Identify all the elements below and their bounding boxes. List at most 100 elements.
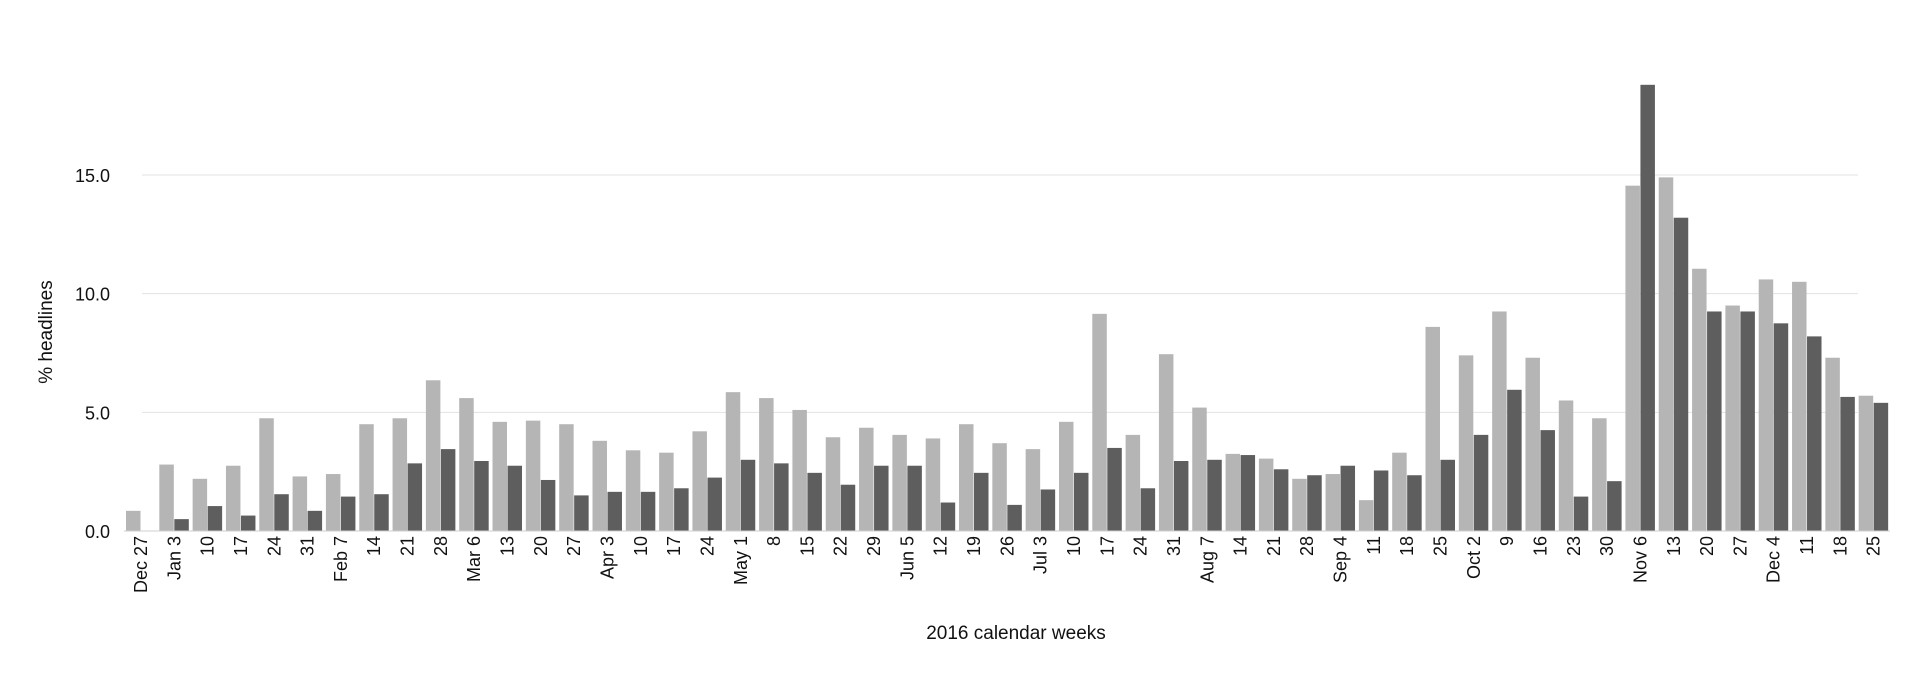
bar-series-1: [1058, 421, 1074, 531]
bar-series-1: [1825, 357, 1840, 531]
bar-series-1: [126, 510, 141, 531]
bar-series-1: [292, 476, 308, 531]
bar-series-1: [725, 392, 741, 531]
x-tick-label: Jul 3: [1031, 536, 1051, 574]
x-tick-label: 9: [1497, 536, 1517, 546]
bar-series-1: [1025, 449, 1041, 531]
bar-series-1: [1625, 185, 1640, 531]
bar-series-2: [1740, 311, 1755, 531]
y-tick-label: 10.0: [75, 285, 110, 305]
bar-series-2: [1307, 475, 1322, 531]
x-tick-label: 13: [498, 536, 518, 556]
bar-series-1: [1092, 313, 1107, 531]
y-tick-label: 15.0: [75, 166, 110, 186]
y-tick-label: 0.0: [85, 522, 110, 542]
bar-series-1: [1125, 434, 1141, 531]
bar-series-2: [440, 449, 456, 531]
bar-series-2: [1640, 84, 1655, 531]
bar-series-2: [1840, 396, 1855, 531]
bar-series-2: [1107, 447, 1122, 531]
bar-series-1: [1658, 177, 1674, 531]
x-tick-label: 31: [298, 536, 318, 556]
x-axis-title: 2016 calendar weeks: [926, 623, 1106, 644]
bar-series-2: [674, 488, 689, 531]
bar-series-1: [792, 409, 807, 531]
bar-series-2: [540, 479, 556, 531]
x-tick-label: 25: [1864, 536, 1884, 556]
bar-series-1: [1225, 453, 1241, 531]
bar-series-1: [1692, 268, 1707, 531]
bar-series-2: [1773, 323, 1789, 531]
bar-series-1: [1525, 357, 1540, 531]
bar-series-2: [507, 465, 523, 531]
bar-series-1: [1492, 311, 1507, 531]
bar-series-1: [225, 465, 241, 531]
bar-series-1: [525, 420, 541, 531]
bar-series-1: [859, 427, 874, 531]
x-tick-label: 19: [964, 536, 984, 556]
x-tick-label: 30: [1597, 536, 1617, 556]
x-tick-label: 31: [1164, 536, 1184, 556]
bar-series-1: [1358, 500, 1374, 531]
bar-series-1: [1425, 326, 1440, 531]
bar-series-2: [940, 502, 956, 531]
x-tick-label: 18: [1397, 536, 1417, 556]
bar-series-1: [692, 431, 707, 531]
bar-series-1: [825, 437, 841, 531]
bar-series-2: [907, 465, 922, 531]
x-tick-label: 15: [797, 536, 817, 556]
bar-series-1: [625, 450, 641, 531]
bar-series-2: [1807, 336, 1822, 531]
bar-series-2: [707, 477, 722, 531]
bar-series-2: [1573, 496, 1589, 531]
x-tick-label: 12: [931, 536, 951, 556]
x-tick-label: 14: [364, 536, 384, 556]
x-tick-label: Apr 3: [597, 536, 617, 579]
bar-series-1: [1558, 400, 1574, 531]
x-tick-label: 23: [1564, 536, 1584, 556]
bar-series-2: [1073, 472, 1089, 531]
bar-series-1: [492, 421, 508, 531]
x-tick-label: 29: [864, 536, 884, 556]
x-tick-label: 8: [764, 536, 784, 546]
bar-series-1: [1292, 478, 1307, 531]
bar-series-1: [892, 434, 907, 531]
bar-series-1: [1158, 354, 1174, 531]
bar-series-1: [392, 418, 408, 531]
x-tick-label: 16: [1530, 536, 1550, 556]
x-tick-label: 27: [564, 536, 584, 556]
x-tick-label: 24: [697, 536, 717, 556]
y-tick-labels: 0.0 5.0 10.0 15.0: [75, 166, 110, 542]
x-tick-label: Dec 4: [1764, 536, 1784, 583]
bar-series-1: [959, 424, 974, 531]
bar-series-2: [1173, 460, 1189, 531]
bar-series-2: [1140, 488, 1156, 531]
x-tick-labels: Dec 27 Jan 3 10 17 24 31 Feb 7 14 21 28 Mar 6 13 20 2…: [131, 536, 1884, 593]
bar-series-2: [340, 496, 356, 531]
bar-series-2: [574, 495, 589, 531]
bar-series-1: [459, 398, 474, 531]
x-tick-label: Dec 27: [131, 536, 151, 593]
x-tick-label: May 1: [731, 536, 751, 585]
x-tick-label: 21: [1264, 536, 1284, 556]
x-tick-label: 11: [1797, 536, 1817, 555]
x-tick-label: 22: [831, 536, 851, 556]
bar-series-1: [1792, 281, 1807, 531]
bar-series-1: [1758, 279, 1774, 531]
bar-series-2: [1240, 455, 1256, 531]
bar-series-2: [840, 484, 856, 531]
bar-series-2: [1340, 465, 1356, 531]
x-tick-label: Feb 7: [331, 536, 351, 582]
x-tick-label: 18: [1830, 536, 1850, 556]
y-axis-title: % headlines: [36, 280, 57, 384]
bar-series-2: [1507, 389, 1522, 531]
bar-series-1: [1392, 452, 1407, 531]
bar-series-1: [259, 418, 274, 531]
x-tick-label: 20: [1697, 536, 1717, 556]
x-tick-label: 20: [531, 536, 551, 556]
bar-series-1: [659, 452, 674, 531]
x-tick-label: 24: [1131, 536, 1151, 556]
bar-series-2: [607, 491, 622, 531]
bar-series-2: [1707, 311, 1722, 531]
